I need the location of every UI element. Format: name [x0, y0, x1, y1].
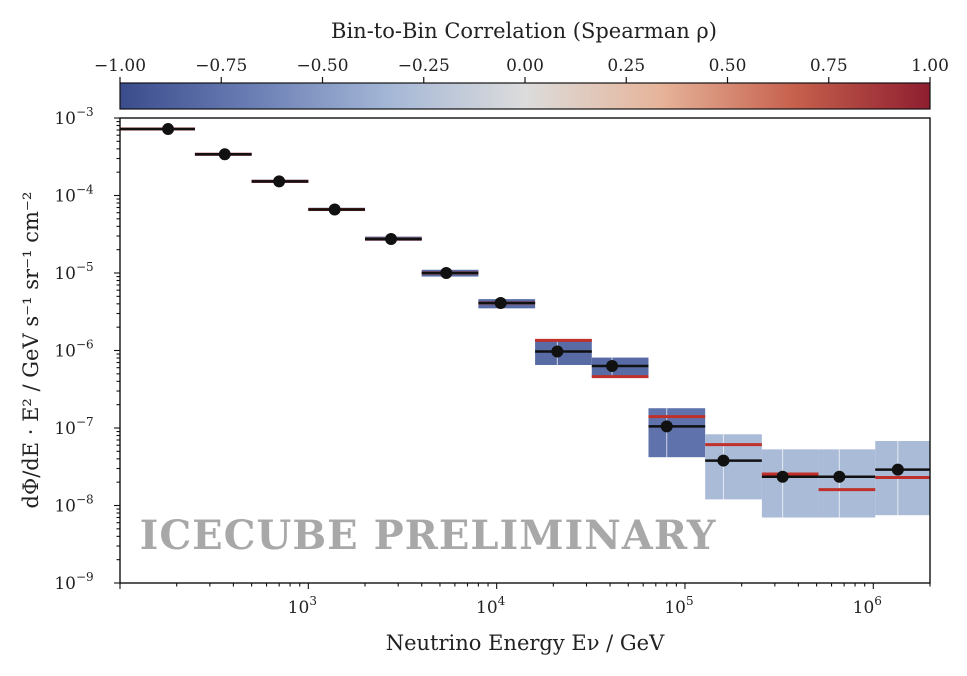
colorbar-tick-label: 0.75: [810, 56, 848, 76]
data-point: [717, 454, 730, 467]
y-tick-exponent: −4: [76, 183, 94, 197]
colorbar-tick-label: 1.00: [911, 56, 949, 76]
y-tick-exponent: −8: [76, 493, 94, 507]
y-tick-exponent: −7: [76, 415, 94, 429]
colorbar-tick-label: −1.00: [94, 56, 146, 76]
colorbar-tick-label: −0.25: [398, 56, 450, 76]
y-axis-ticks: 10−9 10−8 10−7 10−6 10−5 10−4 10−3: [54, 105, 120, 594]
x-tick-label: 105: [664, 594, 693, 618]
error-box: [818, 449, 876, 518]
data-point: [494, 297, 507, 310]
y-tick-label: 10−4: [54, 183, 94, 207]
data-point: [328, 203, 341, 216]
y-tick-label: 10−9: [54, 570, 93, 594]
data-point: [385, 232, 398, 245]
data-point: [218, 148, 231, 161]
x-tick-exponent: 4: [498, 594, 506, 608]
data-points: [162, 123, 904, 483]
x-tick-exponent: 5: [686, 594, 694, 608]
flux-lines: [120, 127, 930, 492]
x-tick-label: 104: [476, 594, 506, 618]
data-point: [162, 123, 175, 136]
preliminary-watermark: ICECUBE PRELIMINARY: [140, 512, 717, 559]
data-point: [606, 360, 619, 373]
colorbar-tick-label: 0.00: [506, 56, 544, 76]
y-tick-exponent: −5: [76, 260, 94, 274]
data-point: [660, 420, 673, 433]
colorbar-ticks: −1.00 −0.75 −0.50 −0.25 0.00 0.25 0.50 0.75 1.00: [94, 56, 949, 83]
y-tick-label: 10−7: [54, 415, 93, 439]
y-tick-label: 10−8: [54, 493, 93, 517]
x-tick-label: 103: [288, 594, 317, 618]
colorbar-bar: [119, 82, 931, 110]
data-point: [440, 267, 453, 279]
colorbar-tick-label: 0.50: [709, 56, 747, 76]
error-box: [591, 357, 649, 378]
y-tick-label: 10−3: [54, 105, 93, 129]
colorbar: Bin-to-Bin Correlation (Spearman ρ) −1.0…: [94, 19, 949, 110]
plot-area: ICECUBE PRELIMINARY 103 104 105 106 10−910−…: [19, 105, 931, 655]
data-point: [891, 463, 904, 476]
x-axis-label: Neutrino Energy Eν / GeV: [386, 631, 665, 655]
y-tick-exponent: −3: [76, 105, 94, 119]
colorbar-tick-label: −0.75: [195, 56, 247, 76]
error-boxes: [120, 127, 930, 518]
y-tick-label: 10−6: [54, 338, 93, 362]
colorbar-title: Bin-to-Bin Correlation (Spearman ρ): [331, 19, 717, 43]
y-tick-exponent: −6: [76, 338, 94, 352]
x-axis-ticks: 103 104 105 106: [119, 583, 931, 618]
data-point: [273, 175, 286, 188]
x-tick-label: 106: [853, 594, 882, 618]
y-axis-label: dΦ/dE · E² / GeV s⁻¹ sr⁻¹ cm⁻²: [19, 192, 43, 509]
x-tick-exponent: 6: [874, 594, 882, 608]
y-tick-exponent: −9: [76, 570, 94, 584]
colorbar-tick-label: −0.50: [296, 56, 348, 76]
colorbar-tick-label: 0.25: [607, 56, 645, 76]
data-point: [776, 470, 789, 483]
x-tick-exponent: 3: [309, 594, 317, 608]
data-point: [551, 345, 564, 358]
data-point: [833, 470, 846, 483]
error-box: [761, 449, 819, 518]
y-tick-label: 10−5: [54, 260, 93, 284]
